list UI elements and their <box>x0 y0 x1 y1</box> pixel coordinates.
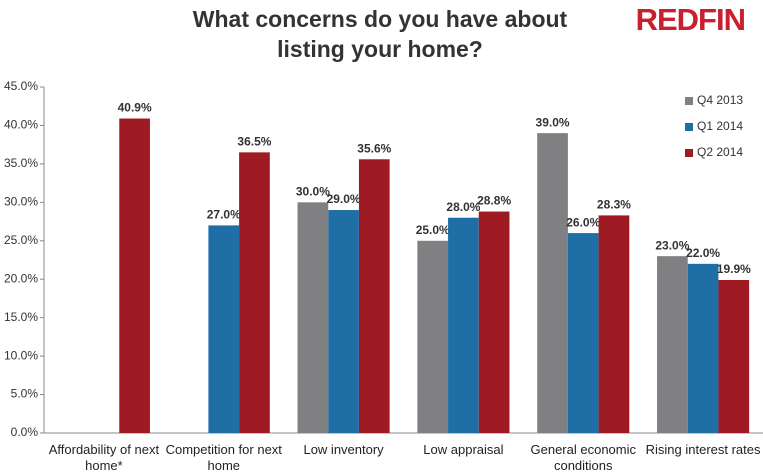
value-label: 36.5% <box>237 135 271 149</box>
y-tick-label: 25.0% <box>4 233 38 247</box>
value-label: 40.9% <box>118 101 152 115</box>
legend-label: Q2 2014 <box>697 145 743 159</box>
bar <box>657 256 688 433</box>
bar <box>598 215 630 433</box>
x-tick-label: Rising interest rates <box>645 442 761 457</box>
y-tick-label: 0.0% <box>11 425 39 439</box>
value-label: 26.0% <box>566 215 600 229</box>
bar <box>358 159 390 433</box>
x-tick-label: Competition for next home <box>165 442 282 473</box>
y-tick-label: 45.0% <box>4 79 38 93</box>
x-tick-label: Affordability of next home* <box>48 442 160 473</box>
x-tick-label: General economic conditions <box>530 442 637 473</box>
value-label: 23.0% <box>655 238 689 252</box>
legend-swatch <box>685 97 693 105</box>
bar <box>417 240 449 433</box>
value-label: 28.8% <box>477 194 511 208</box>
logo: REDFIN <box>636 2 745 37</box>
value-label: 22.0% <box>686 246 720 260</box>
bar <box>448 217 479 433</box>
bar <box>297 202 329 433</box>
value-label: 19.9% <box>717 262 751 276</box>
bar <box>208 225 240 433</box>
value-label: 29.0% <box>327 192 361 206</box>
y-tick-label: 15.0% <box>4 310 38 324</box>
bar <box>239 152 270 433</box>
value-label: 28.3% <box>597 198 631 212</box>
x-tick-label: Low appraisal <box>423 442 504 457</box>
value-label: 28.0% <box>446 200 480 214</box>
chart-title: What concerns do you have about listing … <box>192 6 568 62</box>
y-tick-label: 30.0% <box>4 195 38 209</box>
y-tick-label: 40.0% <box>4 118 38 132</box>
y-tick-label: 20.0% <box>4 271 38 285</box>
legend-swatch <box>685 123 693 131</box>
bar <box>567 233 599 433</box>
value-label: 27.0% <box>207 208 241 222</box>
legend-swatch <box>685 149 693 157</box>
value-label: 25.0% <box>416 223 450 237</box>
value-label: 35.6% <box>357 141 391 155</box>
legend-label: Q4 2013 <box>697 93 743 107</box>
bar <box>119 118 150 433</box>
legend-label: Q1 2014 <box>697 119 743 133</box>
value-label: 39.0% <box>536 115 570 129</box>
y-tick-label: 35.0% <box>4 156 38 170</box>
bar <box>718 279 750 433</box>
bar <box>478 211 510 433</box>
bar <box>537 133 568 433</box>
bar <box>328 210 359 433</box>
value-label: 30.0% <box>296 185 330 199</box>
y-tick-label: 5.0% <box>11 387 39 401</box>
bar <box>687 263 719 433</box>
y-tick-label: 10.0% <box>4 348 38 362</box>
title-box: What concerns do you have about listing … <box>192 6 568 62</box>
x-tick-label: Low inventory <box>303 442 384 457</box>
